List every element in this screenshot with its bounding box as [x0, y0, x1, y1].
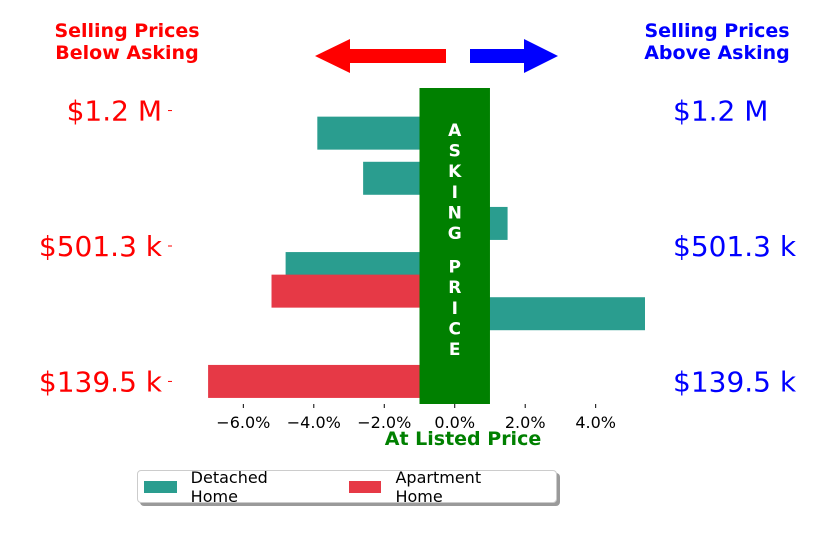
bar-apartment-1 — [208, 364, 455, 398]
asking-price-letter: N — [448, 203, 462, 223]
legend-item-apartment: Apartment Home — [348, 467, 532, 506]
legend-item-detached: Detached Home — [144, 468, 319, 506]
x-tick-label: 2.0% — [505, 413, 546, 432]
asking-price-band — [419, 88, 490, 404]
above-asking-title-line2: Above Asking — [644, 42, 790, 64]
price-label-left: $1.2 M — [67, 95, 162, 128]
x-tick-label: 4.0% — [575, 413, 616, 432]
above-asking-title: Selling Prices Above Asking — [632, 20, 802, 64]
legend-swatch-apartment — [348, 480, 382, 493]
x-tick-label: −4.0% — [287, 413, 341, 432]
legend-label-detached: Detached Home — [190, 467, 268, 506]
legend: Detached Home Apartment Home — [137, 467, 557, 506]
asking-price-letter: C — [448, 319, 460, 339]
left-arrow-icon — [315, 39, 446, 73]
right-arrow-icon — [470, 39, 558, 73]
price-label-left: $139.5 k — [39, 365, 163, 398]
asking-price-letter: G — [448, 224, 462, 244]
asking-price-letter: R — [448, 278, 461, 298]
below-asking-title: Selling Prices Below Asking — [42, 20, 212, 64]
below-asking-title-line1: Selling Prices — [54, 20, 200, 42]
legend-label-apartment: Apartment Home — [395, 467, 482, 506]
above-asking-title-line1: Selling Prices — [644, 20, 790, 42]
asking-price-letter: A — [448, 121, 462, 141]
asking-price-letter: I — [452, 299, 458, 319]
asking-price-letter: K — [448, 162, 462, 182]
price-label-right: $139.5 k — [673, 365, 797, 398]
legend-swatch-detached — [144, 480, 177, 493]
asking-price-letter: S — [449, 142, 461, 162]
x-axis-label: At Listed Price — [385, 428, 541, 450]
asking-price-letter: E — [449, 340, 461, 360]
x-tick-label: −2.0% — [357, 413, 411, 432]
asking-price-letter: I — [452, 183, 458, 203]
price-label-right: $1.2 M — [673, 95, 768, 128]
x-tick-label: −6.0% — [216, 413, 270, 432]
x-tick-label: 0.0% — [434, 413, 475, 432]
asking-price-letter: P — [449, 258, 461, 278]
price-label-right: $501.3 k — [673, 230, 797, 263]
price-label-left: $501.3 k — [39, 230, 163, 263]
below-asking-title-line2: Below Asking — [55, 42, 199, 64]
